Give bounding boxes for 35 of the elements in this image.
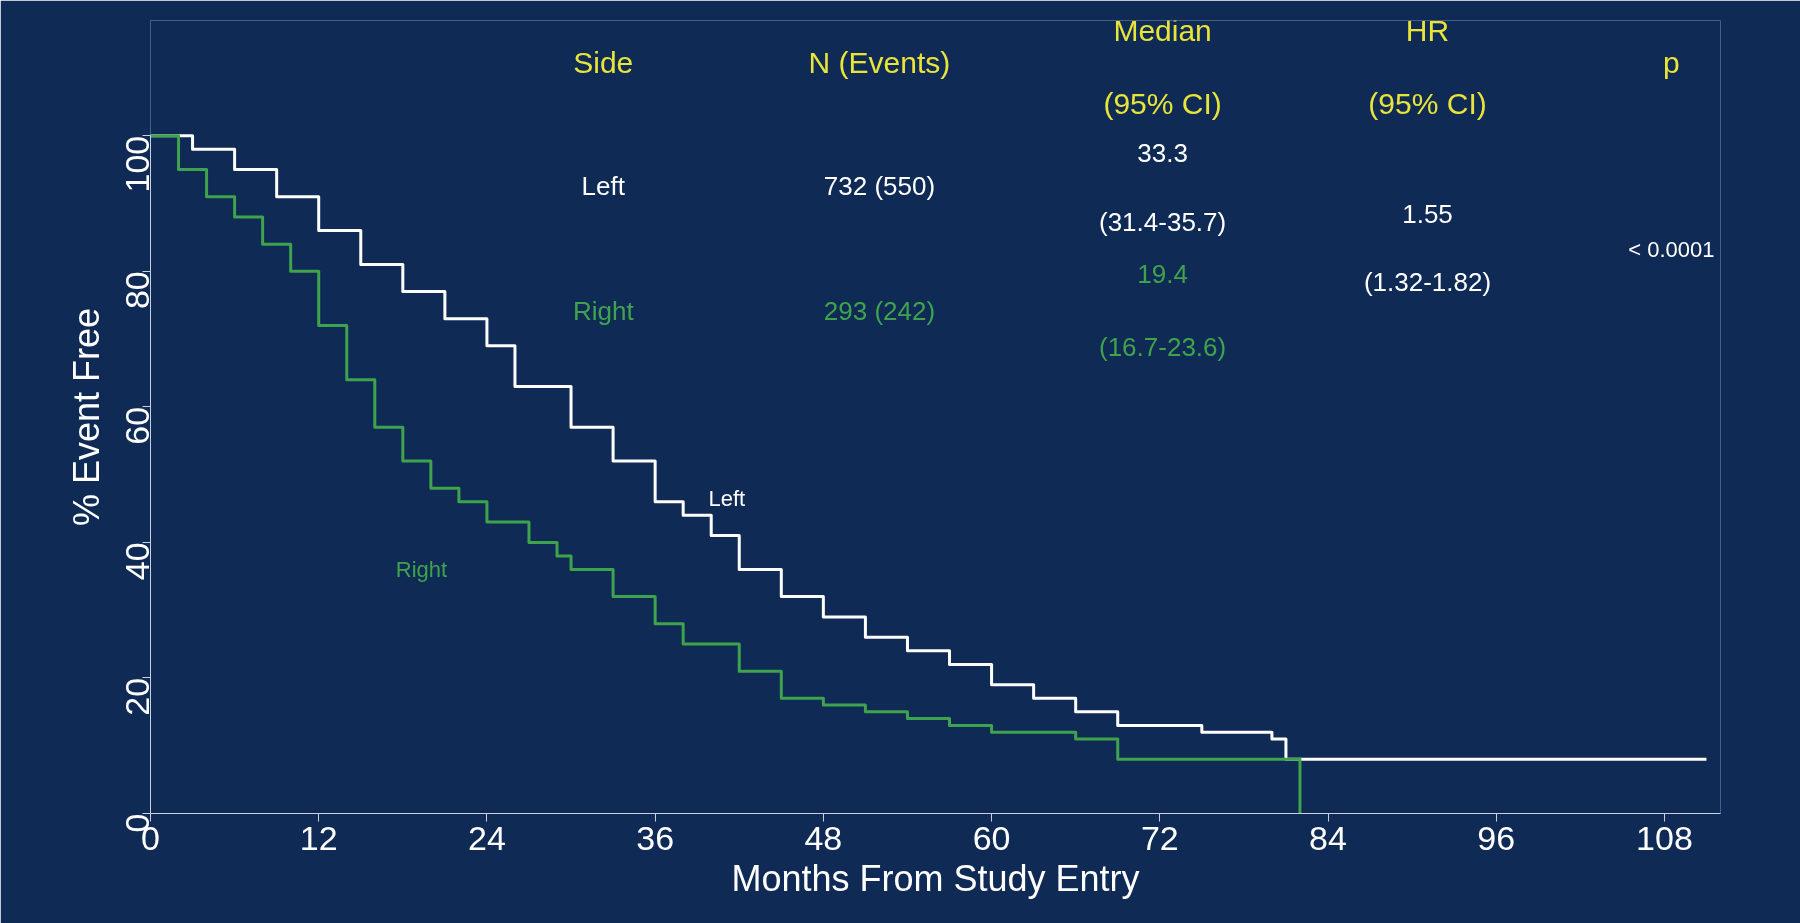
annotation: p: [1663, 46, 1680, 80]
annotation: 293 (242): [823, 295, 936, 326]
annotation: 732 (550): [823, 170, 936, 201]
y-tick-label: 20: [118, 677, 156, 716]
annotation: (31.4-35.7): [1099, 207, 1227, 238]
x-tick-label: 12: [299, 818, 338, 857]
series-label: Left: [708, 485, 746, 511]
annotation: (95% CI): [1368, 86, 1487, 120]
y-tick-label: 60: [118, 406, 156, 445]
annotation: Side: [573, 46, 634, 80]
y-tick-label: 80: [118, 271, 156, 310]
x-tick-label: 84: [1309, 818, 1347, 857]
annotation: (95% CI): [1103, 86, 1222, 120]
x-tick-label: 96: [1477, 818, 1516, 857]
annotation: Left: [581, 170, 626, 201]
x-tick-label: 36: [636, 818, 675, 857]
y-tick-label: 40: [118, 542, 156, 581]
annotation: HR: [1405, 14, 1450, 48]
annotation: (1.32-1.82): [1363, 267, 1492, 298]
x-axis-title: Months From Study Entry: [731, 857, 1140, 899]
x-tick-label: 48: [804, 818, 843, 857]
annotation: < 0.0001: [1628, 237, 1715, 263]
annotation: N (Events): [808, 46, 951, 80]
x-tick-label: 24: [468, 818, 506, 857]
text: Right: [395, 557, 448, 582]
x-tick-label: 108: [1636, 818, 1693, 857]
annotation: (16.7-23.6): [1099, 332, 1227, 363]
x-tick-label: 60: [972, 818, 1011, 857]
y-axis-title: % Event Free: [65, 307, 107, 527]
y-tick-label: 100: [118, 135, 156, 193]
annotation: 19.4: [1137, 258, 1188, 289]
annotation: 33.3: [1137, 137, 1188, 168]
annotation: 1.55: [1402, 199, 1453, 230]
x-tick-label: 72: [1140, 818, 1179, 857]
annotation: Right: [572, 295, 635, 326]
